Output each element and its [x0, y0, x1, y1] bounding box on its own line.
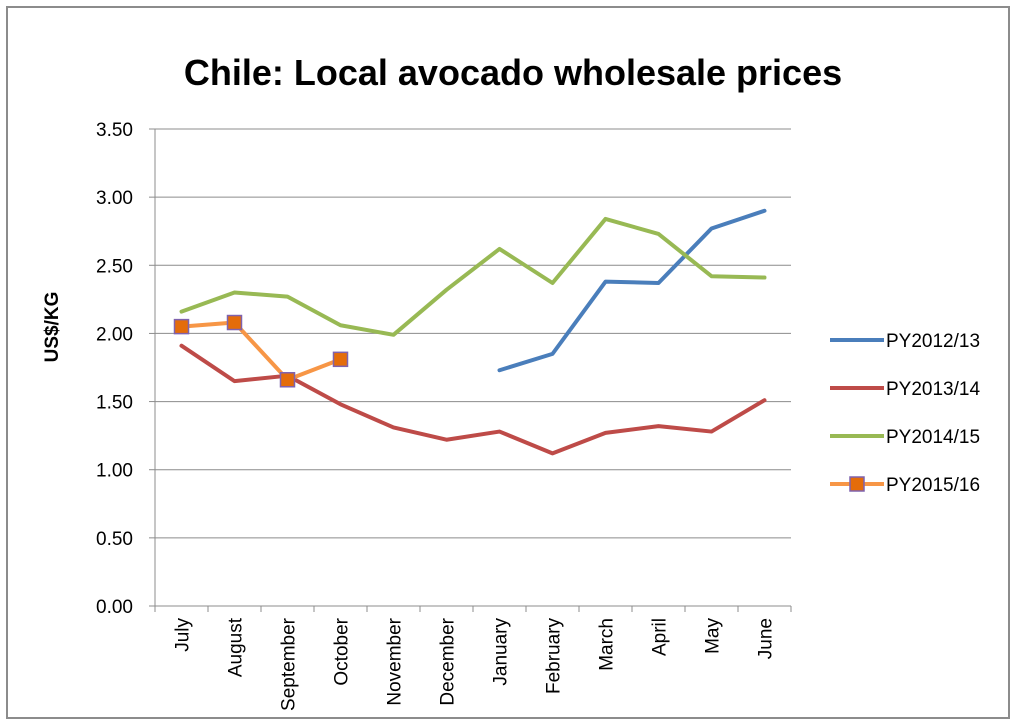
x-tick-label: January [491, 618, 512, 686]
series-line [179, 216, 767, 337]
series-py2015-16 [173, 314, 349, 388]
x-tick-label: February [544, 618, 565, 695]
chart-title: Chile: Local avocado wholesale prices [184, 52, 842, 93]
series-line [497, 208, 767, 373]
x-tick-label: October [332, 617, 353, 685]
x-tick-label: May [703, 618, 724, 654]
y-tick-label: 2.50 [96, 256, 133, 277]
x-tick-label: August [226, 617, 247, 677]
data-point-marker [332, 351, 349, 368]
series-py2014-15 [179, 216, 767, 337]
y-axis-label: US$/KG [42, 292, 63, 363]
series-py2013-14 [179, 343, 767, 456]
x-tick-label: June [756, 618, 777, 659]
x-tick-labels: July August September October November Decemb… [173, 617, 777, 711]
y-tick-label: 1.50 [96, 393, 133, 414]
legend-item: PY2012/13 [830, 331, 980, 352]
series-py2012-13 [497, 208, 767, 373]
y-tick-labels: 0.00 0.50 1.00 1.50 2.00 2.50 3.00 3.50 [96, 120, 133, 618]
x-tick-label: March [597, 618, 618, 671]
legend-label: PY2015/16 [886, 475, 980, 496]
data-point-marker [226, 314, 243, 331]
axes [149, 128, 792, 612]
series-lines [173, 208, 767, 456]
legend-item: PY2014/15 [830, 427, 980, 448]
legend-item: PY2013/14 [830, 379, 980, 400]
gridlines [155, 128, 791, 539]
x-tick-label: September [279, 617, 300, 711]
y-tick-label: 0.50 [96, 529, 133, 550]
legend-item: PY2015/16 [830, 475, 980, 496]
legend-marker [849, 476, 865, 492]
x-tick-label: April [650, 618, 671, 656]
y-tick-label: 3.00 [96, 188, 133, 209]
chart-svg: Chile: Local avocado wholesale prices US… [42, 52, 980, 711]
chart-area: Chile: Local avocado wholesale prices US… [6, 6, 1010, 719]
data-point-marker [173, 318, 190, 335]
x-tick-label: July [173, 618, 194, 652]
series-line [179, 343, 767, 456]
legend: PY2012/13 PY2013/14 PY2014/15 PY2015/16 [830, 331, 980, 496]
x-tick-label: December [438, 617, 459, 705]
data-point-marker [279, 372, 296, 388]
y-tick-label: 0.00 [96, 597, 133, 618]
series-line [179, 320, 343, 382]
y-tick-label: 3.50 [96, 120, 133, 141]
legend-label: PY2013/14 [886, 379, 980, 400]
legend-label: PY2012/13 [886, 331, 980, 352]
y-tick-label: 1.00 [96, 461, 133, 482]
legend-label: PY2014/15 [886, 427, 980, 448]
y-tick-label: 2.00 [96, 324, 133, 345]
x-tick-label: November [385, 617, 406, 705]
